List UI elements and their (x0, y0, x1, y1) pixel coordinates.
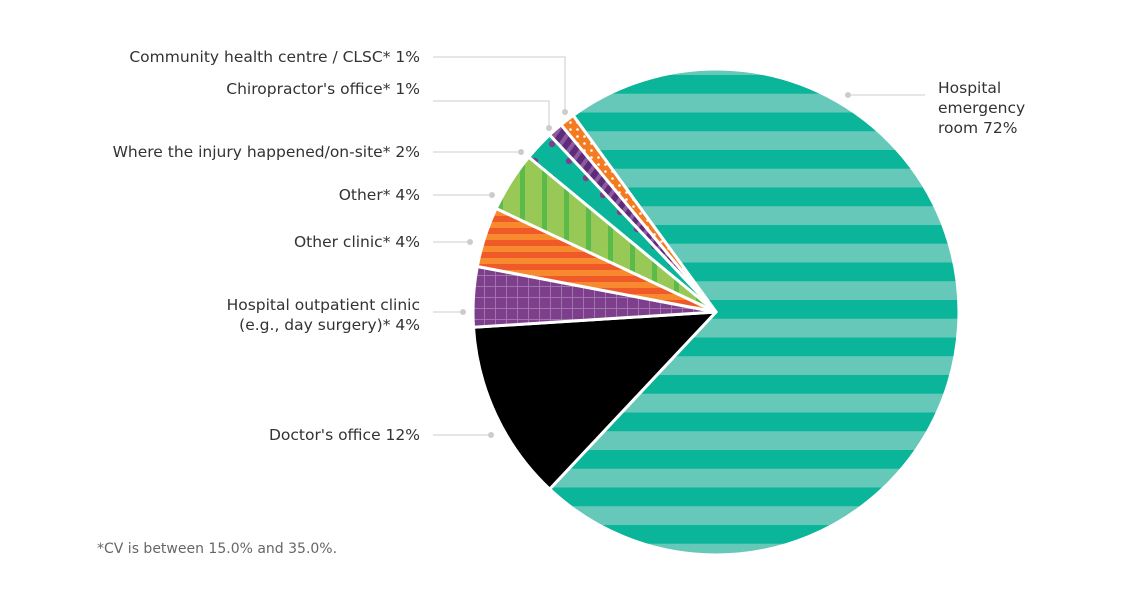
leader-dot (467, 239, 473, 245)
leader-dot (518, 149, 524, 155)
pie-slice-8 (559, 113, 718, 314)
leader-dot (489, 192, 495, 198)
leader-lines (433, 56, 925, 436)
leader-line-chiropractor (433, 100, 550, 128)
label-percent: 1% (395, 80, 420, 98)
label-text: Hospital emergency room (938, 79, 1026, 137)
label-percent: 4% (395, 316, 420, 334)
label-text: Where the injury happened/on-site* (112, 143, 391, 161)
slice-label-emergency: Hospital emergency room 72% (938, 78, 1025, 138)
slice-label-outpatient: Hospital outpatient clinic (e.g., day su… (227, 295, 420, 335)
slice-label-community: Community health centre / CLSC* 1% (129, 47, 420, 67)
label-percent: 1% (395, 48, 420, 66)
label-text: Other clinic* (293, 233, 391, 251)
pie-slice-1 (548, 67, 961, 557)
slice-label-doctor: Doctor's office 12% (269, 425, 420, 445)
label-text: Doctor's office (268, 426, 381, 444)
slice-label-other: Other* 4% (339, 185, 420, 205)
label-percent: 4% (395, 233, 420, 251)
label-text: Chiropractor's office* (226, 80, 391, 98)
leader-dot (562, 109, 568, 115)
leader-line-community (433, 56, 566, 112)
label-text: Other* (338, 186, 391, 204)
slice-label-chiropractor: Chiropractor's office* 1% (226, 79, 420, 99)
label-text: Hospital outpatient clinic (e.g., day su… (226, 296, 420, 334)
label-percent: 2% (395, 143, 420, 161)
slice-label-other-clinic: Other clinic* 4% (294, 232, 420, 252)
leader-dot (460, 309, 466, 315)
leader-dot (488, 432, 494, 438)
footnote: *CV is between 15.0% and 35.0%. (97, 541, 338, 557)
slice-label-injury-site: Where the injury happened/on-site* 2% (113, 142, 420, 162)
label-percent: 4% (395, 186, 420, 204)
pie-slice-2 (471, 310, 718, 491)
label-text: Community health centre / CLSC* (129, 48, 391, 66)
label-percent: 12% (385, 426, 420, 444)
label-percent: 72% (983, 119, 1018, 137)
leader-dot (845, 92, 851, 98)
leader-dot (546, 125, 552, 131)
leader-dots (460, 92, 851, 438)
